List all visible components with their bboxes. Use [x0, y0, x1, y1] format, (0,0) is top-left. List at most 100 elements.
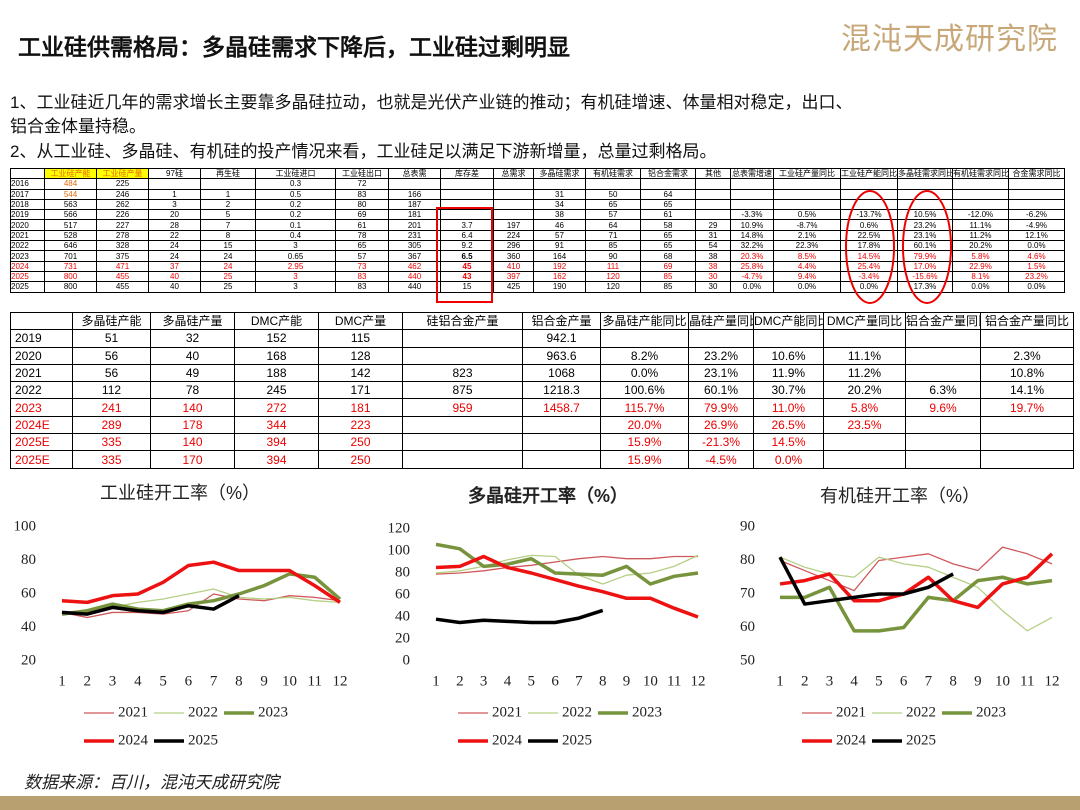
series-line: [779, 546, 1053, 592]
x-tick-label: 2: [801, 673, 809, 689]
x-tick-label: 8: [949, 673, 957, 689]
x-tick-label: 4: [134, 673, 142, 689]
x-tick-label: 1: [58, 673, 66, 689]
x-tick-label: 7: [210, 673, 218, 689]
series-line: [435, 542, 699, 586]
highlight-box: [436, 207, 493, 303]
x-tick-label: 2: [456, 673, 464, 689]
logo: 混沌天成研究院: [841, 23, 1058, 56]
x-tick-label: 3: [826, 673, 834, 689]
x-tick-label: 1: [432, 673, 440, 689]
y-tick-label: 80: [21, 552, 36, 568]
table-cell: 19.7%: [980, 398, 1074, 417]
x-tick-label: 12: [691, 673, 706, 689]
x-tick-label: 9: [974, 673, 982, 689]
table-cell: 79.9%: [688, 398, 754, 417]
legend-label: 2022: [562, 704, 592, 720]
table-cell: 23.2%: [688, 346, 754, 365]
table-cell: 60.1%: [688, 381, 754, 400]
table-cell: DMC产量: [318, 311, 403, 331]
x-tick-label: 9: [260, 673, 268, 689]
x-tick-label: 10: [282, 673, 297, 689]
table-cell: 51: [72, 329, 151, 348]
legend-label: 2021: [118, 704, 148, 720]
bullet: 1、工业硅近几年的需求增长主要靠多晶硅拉动，也就是光伏产业链的推动；有机硅增速、…: [10, 93, 853, 112]
y-tick-label: 60: [740, 619, 755, 635]
table-cell: 2025E: [10, 433, 73, 452]
x-tick-label: 6: [551, 673, 559, 689]
table-cell: 硅铝合金产量: [402, 311, 523, 331]
table-cell: 0.0%: [1008, 281, 1065, 293]
y-tick-label: 0: [403, 652, 411, 668]
y-tick-label: 60: [395, 586, 410, 602]
y-tick-label: 70: [740, 585, 755, 601]
x-tick-label: 6: [900, 673, 908, 689]
chart-title: 多晶硅开工率（%）: [468, 485, 628, 506]
slide-title: 工业硅供需格局：多晶硅需求下降后，工业硅过剩明显: [18, 34, 570, 60]
table-row: 2025E 335 170 394 250 15.9% -4.5% 0.0%: [10, 450, 1074, 469]
bullet: 2、从工业硅、多晶硅、有机硅的投产情况来看，工业硅足以满足下游新增量，总量过剩格…: [10, 142, 717, 161]
x-tick-label: 11: [1020, 673, 1034, 689]
table-cell: 78: [150, 381, 235, 400]
table-cell: 344: [234, 415, 319, 435]
table-cell: 250: [318, 450, 403, 469]
legend-label: 2022: [188, 704, 218, 720]
x-tick-label: 9: [623, 673, 631, 689]
x-tick-label: 3: [109, 673, 117, 689]
x-tick-label: 6: [185, 673, 193, 689]
table-row: 2020 517 227 28 7 0.1 61 201 3.7 197 46 64 58 29 10.9%…: [10, 219, 1065, 231]
series-line: [435, 554, 699, 585]
bullet: 铝合金体量持稳。: [10, 117, 146, 136]
x-tick-label: 11: [667, 673, 681, 689]
x-tick-label: 12: [333, 673, 348, 689]
table-cell: 142: [318, 363, 403, 383]
table-cell: 250: [318, 433, 403, 452]
table-cell: 20.2%: [823, 381, 906, 400]
y-tick-label: 100: [14, 518, 37, 534]
series-line: [435, 555, 698, 575]
table-row: 2016 484 225 0.3 72: [10, 178, 1065, 190]
x-tick-label: 8: [235, 673, 243, 689]
y-tick-label: 80: [740, 552, 755, 568]
table-cell: 晶硅产量同比: [688, 311, 754, 331]
y-tick-label: 120: [388, 520, 411, 536]
table-cell: 9.6%: [905, 398, 981, 417]
legend-label: 2023: [976, 704, 1006, 720]
table-cell: [980, 450, 1074, 469]
table-cell: 2024E: [10, 415, 73, 435]
chart-title: 有机硅开工率（%）: [820, 486, 980, 506]
y-tick-label: 20: [395, 630, 410, 646]
y-tick-label: 80: [395, 564, 410, 580]
table-cell: 15.9%: [600, 450, 689, 469]
table-row: 2024 731 471 37 24 2.95 73 462 45 410 192 111 69 38 25…: [10, 260, 1065, 272]
table-cell: 铝合金产量同比: [980, 311, 1074, 331]
x-tick-label: 4: [504, 673, 512, 689]
x-tick-label: 8: [599, 673, 607, 689]
x-tick-label: 5: [875, 673, 883, 689]
x-tick-label: 10: [643, 673, 658, 689]
table-row: 2020 56 40 168 128 963.6 8.2% 23.2% 10.6% 11.1% 2.…: [10, 346, 1074, 365]
table-cell: 181: [318, 398, 403, 417]
table-row: 2019 566 226 20 5 0.2 69 181 38 57 61 -3.3% 0.5% -13.…: [10, 209, 1065, 221]
x-tick-label: 7: [575, 673, 583, 689]
x-tick-label: 12: [1045, 673, 1060, 689]
series-line: [778, 556, 954, 606]
series-line: [435, 554, 699, 619]
legend-label: 2023: [258, 704, 288, 720]
y-tick-label: 40: [21, 619, 36, 635]
highlight-ellipse: [902, 190, 952, 304]
footer-band: [0, 796, 1080, 810]
legend-label: 2024: [492, 732, 523, 748]
x-tick-label: 3: [480, 673, 488, 689]
table-cell: 14.5%: [753, 433, 824, 452]
legend-label: 2023: [632, 704, 662, 720]
table-cell: 10.6%: [753, 346, 824, 365]
x-tick-label: 7: [925, 673, 933, 689]
x-tick-label: 11: [308, 673, 322, 689]
y-tick-label: 100: [388, 542, 411, 558]
supply-demand-table: 工业硅产能 工业硅产量 97硅 再生硅 工业硅进口 工业硅出口 总表需 库存差 总需求 多晶硅需求…: [10, 167, 1065, 293]
table-cell: 1218.3: [522, 381, 601, 400]
table-row: 2025 800 455 40 25 3 83 440 43 397 162 120 85 30 -4.7%…: [10, 270, 1065, 283]
